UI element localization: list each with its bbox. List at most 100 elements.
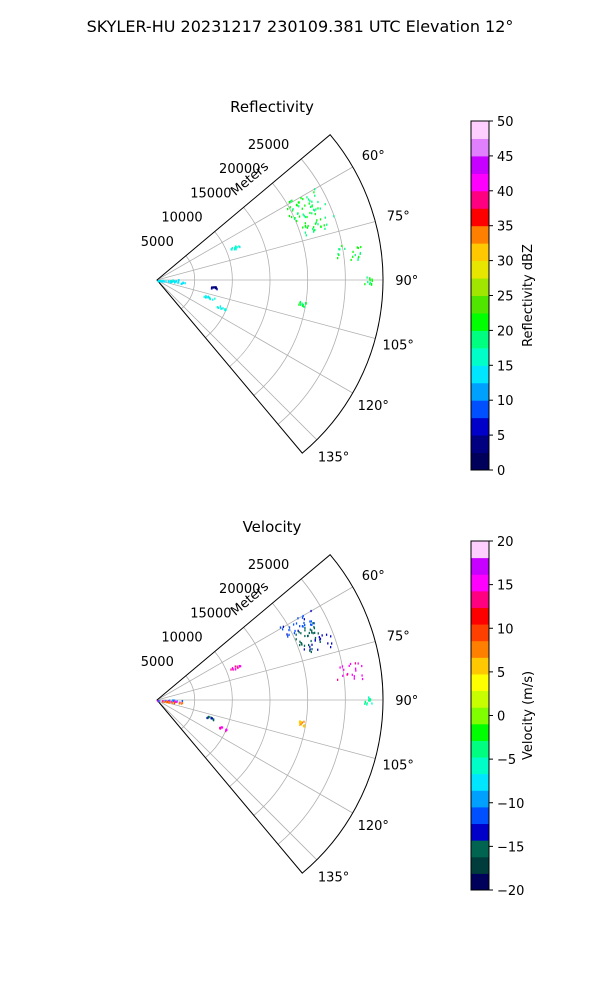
colorbar-segment — [471, 757, 489, 775]
radial-gridline — [229, 207, 271, 367]
radar-gate — [177, 280, 180, 283]
radar-gate — [303, 725, 305, 728]
colorbar-segment — [471, 173, 489, 192]
radar-gate — [299, 303, 302, 306]
radar-gate — [308, 202, 310, 205]
radar-gate — [371, 279, 373, 283]
radar-gate — [330, 635, 332, 638]
angular-tick-label: 75° — [387, 629, 410, 644]
radar-gate — [166, 700, 168, 703]
radar-gate — [325, 633, 328, 636]
radar-gate — [333, 215, 335, 218]
radar-gate — [231, 246, 233, 250]
radar-gate — [319, 640, 321, 643]
radar-gate — [303, 305, 305, 309]
radar-gate — [167, 701, 170, 704]
radar-gate — [298, 201, 300, 204]
radar-gate — [313, 631, 316, 634]
radar-gate — [238, 245, 240, 248]
radar-gate — [361, 674, 363, 677]
radar-gate — [157, 700, 159, 703]
radar-gate — [309, 620, 311, 623]
radar-gate — [357, 258, 359, 261]
colorbar-segment — [471, 190, 489, 209]
radar-gate — [309, 205, 312, 208]
radar-gate — [212, 298, 214, 301]
colorbar-segment — [471, 773, 489, 791]
radar-gate — [314, 194, 316, 197]
radar-gate — [306, 196, 308, 199]
colorbar-tick-label: 0 — [497, 464, 505, 479]
radar-gate — [289, 200, 292, 203]
radial-gridline — [229, 627, 271, 787]
colorbar-segment — [471, 856, 489, 874]
radar-gate — [357, 257, 359, 260]
radar-gate — [318, 636, 320, 639]
radar-gate — [302, 197, 304, 201]
radar-gate — [319, 207, 321, 210]
radar-gate — [206, 296, 208, 299]
colorbar-label: Reflectivity dBZ — [521, 244, 536, 347]
radar-gate — [351, 673, 353, 676]
radar-gate — [282, 625, 285, 628]
radar-gate — [315, 221, 317, 224]
colorbar-segment — [471, 435, 489, 454]
radar-gate — [309, 648, 311, 651]
angular-tick-label: 60° — [362, 569, 385, 584]
angular-tick-label: 120° — [358, 819, 389, 834]
colorbar-tick-label: 5 — [497, 666, 505, 681]
radar-gate — [319, 218, 322, 221]
colorbar-segment — [471, 690, 489, 708]
radar-gate — [306, 215, 308, 219]
radar-gate — [354, 667, 357, 670]
radar-gate — [301, 616, 304, 619]
angular-tick-label: 105° — [383, 339, 414, 354]
radar-gate — [313, 191, 315, 194]
radar-gate — [296, 219, 298, 223]
colorbar-segment — [471, 806, 489, 825]
radar-gate — [207, 716, 209, 720]
radar-gate — [319, 637, 322, 640]
radar-gate — [300, 721, 302, 724]
radar-gate — [302, 724, 305, 727]
angular-gridline — [156, 279, 376, 339]
radar-gate — [292, 208, 294, 211]
radar-gate — [324, 203, 326, 206]
radar-gate — [316, 219, 318, 222]
radar-gate — [217, 306, 219, 309]
radar-gate — [222, 307, 224, 310]
radar-gate — [176, 280, 178, 283]
radar-gate — [211, 286, 213, 289]
angular-gridline — [156, 641, 376, 701]
radar-gate — [307, 634, 309, 637]
radar-gate — [294, 629, 296, 633]
radar-gate — [324, 227, 326, 230]
radial-tick-label: 20000 — [219, 162, 260, 177]
radar-gate — [343, 668, 345, 671]
radar-gate — [312, 227, 314, 231]
colorbar-segment — [471, 121, 489, 139]
radar-gate — [157, 699, 160, 703]
colorbar-segment — [471, 541, 489, 559]
radar-gate — [301, 304, 304, 307]
colorbar-segment — [471, 673, 489, 692]
radar-gate — [308, 643, 310, 647]
polar-frame — [156, 134, 384, 454]
radar-gate — [212, 718, 214, 721]
colorbar-tick-label: 0 — [497, 710, 505, 725]
radar-gate — [338, 253, 340, 257]
radar-gate — [214, 297, 216, 300]
radar-gate — [181, 702, 184, 705]
radar-gate — [304, 222, 306, 225]
radar-gate — [342, 674, 344, 677]
radar-gate — [307, 198, 310, 201]
radar-gate — [309, 645, 311, 648]
colorbar-segment — [471, 640, 489, 658]
colorbar-segment — [471, 365, 489, 384]
radar-gate — [234, 665, 236, 668]
radar-gate — [286, 633, 288, 636]
radar-gate — [310, 609, 312, 613]
angular-gridline — [156, 586, 353, 701]
radar-gate — [225, 308, 227, 311]
